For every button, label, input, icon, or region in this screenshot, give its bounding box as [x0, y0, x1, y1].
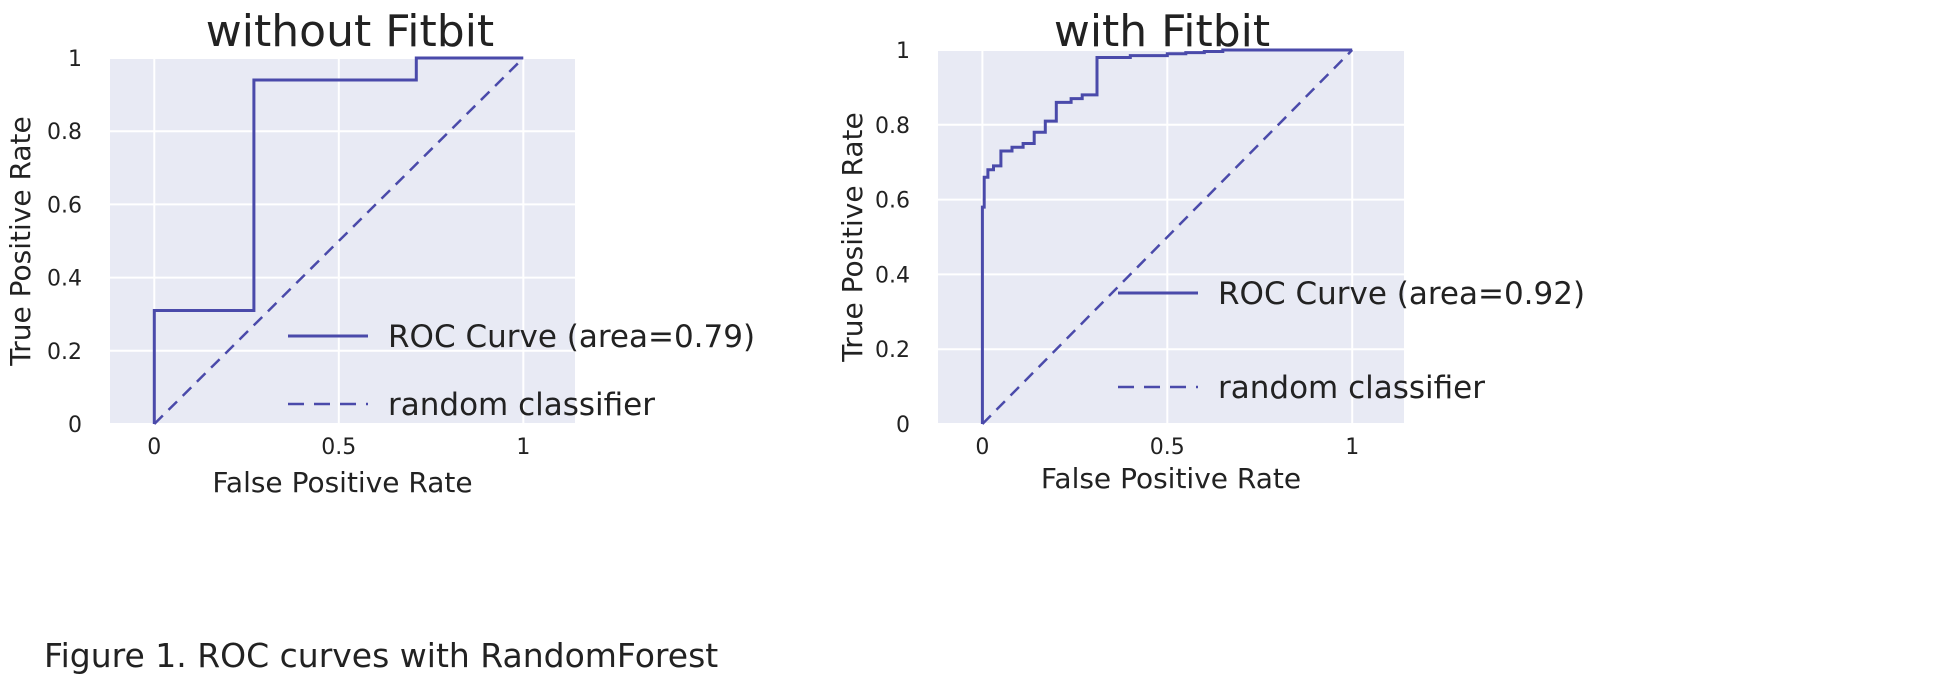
random-classifier-line	[981, 49, 1354, 425]
y-tick-label: 0.6	[47, 193, 82, 218]
y-tick-label: 0.6	[875, 189, 910, 214]
legend-label: random classifier	[388, 387, 655, 423]
y-tick-label: 0.4	[47, 267, 82, 292]
plot-area	[938, 50, 1404, 424]
legend-label: ROC Curve (area=0.79)	[388, 319, 755, 355]
y-tick-label: 0.8	[875, 114, 910, 139]
y-axis-label: True Positive Rate	[836, 112, 869, 362]
x-axis-label: False Positive Rate	[1041, 462, 1301, 495]
x-axis-label: False Positive Rate	[212, 466, 472, 499]
x-tick-label: 1	[516, 435, 530, 460]
legend-label: random classifier	[1218, 370, 1485, 406]
x-tick-label: 0.5	[321, 435, 356, 460]
x-tick-label: 0	[975, 435, 989, 460]
y-tick-label: 1	[896, 39, 910, 64]
y-tick-label: 0.2	[875, 338, 910, 363]
x-tick-label: 0.5	[1150, 435, 1185, 460]
y-tick-label: 1	[68, 47, 82, 72]
legend: ROC Curve (area=0.79) random classifier	[288, 319, 755, 423]
y-axis-label: True Positive Rate	[4, 116, 37, 366]
roc-curve-line	[980, 48, 1353, 424]
roc-curve-line	[152, 56, 524, 424]
x-tick-label: 1	[1345, 435, 1359, 460]
plot-area	[110, 58, 575, 424]
y-tick-label: 0.4	[875, 263, 910, 288]
y-tick-label: 0.8	[47, 120, 82, 145]
chart-1: 0 0.5 1 0 0.2 0.4 0.6 0.8 1 without Fitbit False P…	[4, 6, 755, 499]
legend-label: ROC Curve (area=0.92)	[1218, 276, 1585, 312]
chart-title: without Fitbit	[206, 6, 494, 57]
y-tick-label: 0.2	[47, 340, 82, 365]
y-tick-label: 0	[896, 413, 910, 438]
figure-caption: Figure 1. ROC curves with RandomForest	[44, 636, 719, 675]
random-classifier-line	[153, 57, 525, 425]
legend: ROC Curve (area=0.92) random classifier	[1118, 276, 1585, 406]
y-tick-label: 0	[68, 413, 82, 438]
x-tick-label: 0	[147, 435, 161, 460]
